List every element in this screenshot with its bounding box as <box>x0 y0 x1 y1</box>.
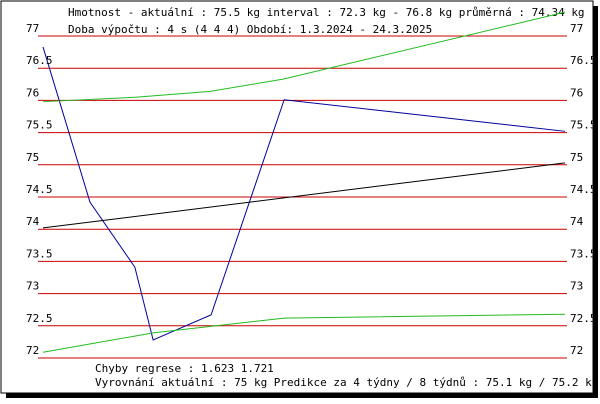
y-tick-label: 76 <box>26 86 39 99</box>
y-tick-label: 77 <box>26 22 39 35</box>
header-line: Doba výpočtu : 4 s (4 4 4) Období: 1.3.2… <box>68 23 432 36</box>
y-tick-label: 74.5 <box>570 183 597 196</box>
y-tick-label: 75 <box>570 151 583 164</box>
y-tick-label: 73 <box>26 280 39 293</box>
series-line <box>42 313 566 353</box>
header-line: Hmotnost - aktuální : 75.5 kg interval :… <box>68 6 585 19</box>
y-tick-label: 76 <box>570 86 583 99</box>
y-tick-label: 76.5 <box>570 54 597 67</box>
y-tick-label: 72 <box>26 344 39 357</box>
y-tick-label: 75.5 <box>26 119 53 132</box>
y-tick-label: 75 <box>26 151 39 164</box>
series-line <box>42 46 566 341</box>
y-tick-label: 77 <box>570 22 583 35</box>
y-tick-label: 75.5 <box>570 119 597 132</box>
y-tick-label: 72.5 <box>570 312 597 325</box>
series-line <box>42 11 566 103</box>
y-tick-label: 73.5 <box>26 247 53 260</box>
y-tick-label: 73.5 <box>570 247 597 260</box>
y-tick-label: 74 <box>570 215 584 228</box>
series-line <box>42 162 566 229</box>
y-tick-label: 72.5 <box>26 312 53 325</box>
y-tick-label: 76.5 <box>26 54 53 67</box>
y-tick-label: 72 <box>570 344 583 357</box>
footer-line: Vyrovnání aktuální : 75 kg Predikce za 4… <box>95 376 598 389</box>
y-tick-label: 73 <box>570 280 583 293</box>
footer-line: Chyby regrese : 1.623 1.721 <box>95 362 274 375</box>
y-tick-label: 74.5 <box>26 183 53 196</box>
y-tick-label: 74 <box>26 215 40 228</box>
